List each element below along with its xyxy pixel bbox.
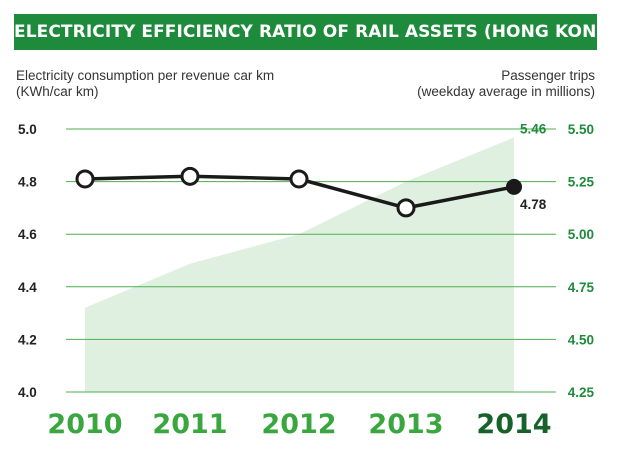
data-point — [396, 198, 416, 218]
data-point — [75, 169, 95, 189]
year-label: 2013 — [368, 409, 443, 440]
right-axis-tick: 4.50 — [568, 332, 594, 347]
right-axis-tick: 5.00 — [568, 227, 594, 242]
right-axis-tick: 4.25 — [568, 385, 595, 400]
left-axis-tick: 4.0 — [18, 385, 37, 400]
data-point — [180, 166, 200, 186]
right-axis-label-line2: (weekday average in millions) — [417, 84, 595, 99]
year-label: 2014 — [476, 409, 551, 440]
left-axis-label-line2: (KWh/car km) — [16, 84, 99, 99]
left-axis-tick: 5.0 — [18, 122, 37, 137]
data-point — [506, 178, 522, 195]
left-axis-tick: 4.4 — [18, 280, 37, 295]
left-axis-tick: 4.8 — [18, 175, 37, 190]
data-point — [289, 169, 309, 189]
right-axis-tick: 5.25 — [568, 175, 595, 190]
data-label-passenger-trips: 5.46 — [520, 121, 547, 136]
right-axis-tick: 5.50 — [568, 122, 594, 137]
left-axis-label-line1: Electricity consumption per revenue car … — [16, 68, 275, 83]
right-axis-label: Passenger trips (weekday average in mill… — [417, 68, 595, 100]
right-axis-tick: 4.75 — [568, 280, 595, 295]
year-label: 2012 — [261, 409, 336, 440]
left-axis-tick: 4.6 — [18, 227, 37, 242]
right-axis-label-line1: Passenger trips — [501, 68, 595, 83]
chart-title-banner: ELECTRICITY EFFICIENCY RATIO OF RAIL ASS… — [14, 14, 617, 50]
year-label: 2010 — [47, 409, 122, 440]
year-label: 2011 — [152, 409, 227, 440]
data-label-electricity: 4.78 — [520, 197, 547, 212]
left-axis-tick: 4.2 — [18, 332, 37, 347]
left-axis-label: Electricity consumption per revenue car … — [16, 68, 274, 100]
